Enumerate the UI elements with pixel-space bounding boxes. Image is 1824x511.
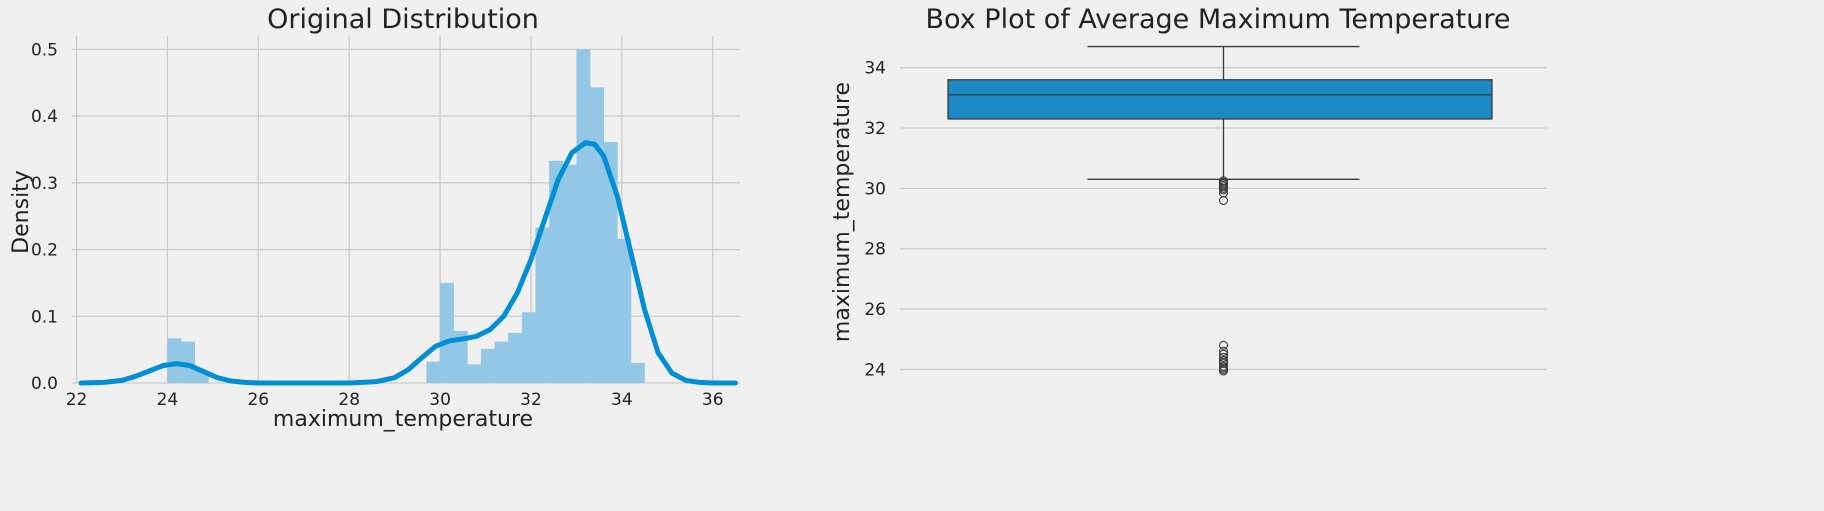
outlier-point <box>1218 352 1229 362</box>
outlier-point <box>1218 185 1229 195</box>
histogram-bars <box>167 49 645 383</box>
box-plot-y-tick-label: 32 <box>864 119 886 139</box>
box-plot-y-tick-label: 28 <box>864 240 886 260</box>
histogram-x-tick-label: 28 <box>338 390 360 410</box>
histogram-bar <box>467 364 482 383</box>
histogram-title: Original Distribution <box>267 4 539 35</box>
histogram-x-tick-label: 26 <box>247 390 269 410</box>
histogram-bar <box>576 49 591 383</box>
histogram-chart: 22 24 26 28 30 32 34 36 0.0 0.1 0.2 0.3 0.4 0.5 Orig… <box>9 4 740 432</box>
histogram-bar <box>494 341 509 383</box>
histogram-x-tick-label: 34 <box>611 390 633 410</box>
histogram-bar <box>426 361 441 383</box>
box-plot-y-tick-label: 24 <box>864 360 886 380</box>
histogram-x-tick-label: 30 <box>429 390 451 410</box>
histogram-bar <box>181 341 195 383</box>
histogram-x-tick-label: 24 <box>157 390 179 410</box>
histogram-bar <box>440 282 455 383</box>
histogram-y-tick-label: 0.4 <box>31 107 58 127</box>
box-plot-y-tick-label: 26 <box>864 300 886 320</box>
box-plot-title: Box Plot of Average Maximum Temperature <box>926 4 1511 35</box>
outlier-point <box>1218 340 1229 350</box>
box-plot-elements <box>947 45 1493 180</box>
histogram-bar <box>549 160 564 383</box>
histogram-y-tick-label: 0.5 <box>31 40 58 60</box>
histogram-x-tick-label: 32 <box>520 390 542 410</box>
histogram-y-tick-label: 0.1 <box>31 307 58 327</box>
histogram-y-tick-label: 0.0 <box>31 374 58 394</box>
histogram-bar <box>453 330 468 383</box>
outlier-point <box>1218 366 1229 376</box>
histogram-bar <box>630 362 645 383</box>
histogram-x-tick-label: 36 <box>702 390 724 410</box>
histogram-bar <box>617 238 632 383</box>
box-plot-chart: 24 26 28 30 32 34 Box Plot of Average Maximum… <box>830 4 1547 380</box>
histogram-x-tick-label: 22 <box>66 390 88 410</box>
box-plot-y-tick-label: 34 <box>864 59 886 79</box>
histogram-bar <box>521 312 536 383</box>
histogram-x-tick-labels: 22 24 26 28 30 32 34 36 <box>66 390 724 410</box>
histogram-bar <box>508 332 523 383</box>
histogram-bar <box>590 87 604 383</box>
interquartile-box <box>947 79 1493 120</box>
outlier-point <box>1218 346 1229 356</box>
histogram-y-axis-label: Density <box>9 170 34 254</box>
histogram-bar <box>535 227 550 383</box>
box-plot-y-tick-label: 30 <box>864 179 886 199</box>
box-plot-outliers <box>1218 176 1229 376</box>
histogram-bar <box>167 338 182 383</box>
histogram-y-tick-label: 0.3 <box>31 174 58 194</box>
box-plot-y-axis-label: maximum_temperature <box>830 82 855 342</box>
histogram-y-tick-labels: 0.0 0.1 0.2 0.3 0.4 0.5 <box>31 40 58 394</box>
box-plot-y-tick-labels: 24 26 28 30 32 34 <box>864 59 886 381</box>
histogram-bar <box>480 348 495 383</box>
outlier-point <box>1218 195 1229 205</box>
histogram-y-tick-label: 0.2 <box>31 241 58 261</box>
kde-line <box>78 140 738 386</box>
histogram-gridlines <box>72 36 740 384</box>
histogram-x-axis-label: maximum_temperature <box>273 407 533 432</box>
histogram-bar <box>562 164 577 383</box>
histogram-bar <box>603 142 618 383</box>
